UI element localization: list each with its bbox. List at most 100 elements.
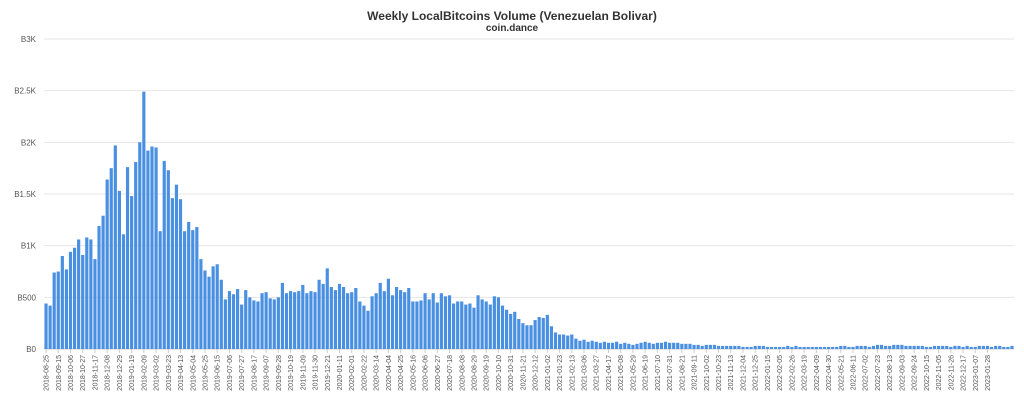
bar[interactable] <box>211 266 215 349</box>
bar[interactable] <box>89 239 93 349</box>
bar[interactable] <box>85 237 89 349</box>
bar[interactable] <box>488 304 492 349</box>
bar[interactable] <box>178 199 183 349</box>
bar[interactable] <box>688 343 692 349</box>
bar[interactable] <box>798 346 802 349</box>
bar[interactable] <box>639 342 643 349</box>
bar[interactable] <box>97 226 101 349</box>
bar[interactable] <box>871 345 875 349</box>
bar[interactable] <box>932 345 937 349</box>
bar[interactable] <box>855 345 859 349</box>
bar[interactable] <box>790 346 794 349</box>
bar[interactable] <box>863 345 867 349</box>
bar[interactable] <box>48 305 52 349</box>
bar[interactable] <box>354 288 358 349</box>
bar[interactable] <box>264 292 268 349</box>
bar[interactable] <box>659 342 664 349</box>
bar[interactable] <box>301 284 305 349</box>
bar[interactable] <box>643 341 647 349</box>
bar[interactable] <box>810 346 814 349</box>
bar[interactable] <box>268 298 272 349</box>
bar[interactable] <box>166 170 170 349</box>
bar[interactable] <box>77 239 81 349</box>
bar[interactable] <box>403 292 407 349</box>
bar[interactable] <box>663 341 668 349</box>
bar[interactable] <box>814 346 818 349</box>
bar[interactable] <box>965 345 969 349</box>
bar[interactable] <box>794 345 798 349</box>
bar[interactable] <box>468 303 472 349</box>
bar[interactable] <box>81 254 85 349</box>
bar[interactable] <box>818 346 822 349</box>
bar[interactable] <box>260 293 264 349</box>
bar[interactable] <box>240 304 244 349</box>
bar[interactable] <box>517 319 521 349</box>
bar[interactable] <box>623 342 627 349</box>
bar[interactable] <box>619 343 623 349</box>
bar[interactable] <box>183 231 187 349</box>
bar[interactable] <box>121 234 126 349</box>
bar[interactable] <box>879 344 884 349</box>
bar[interactable] <box>521 323 525 349</box>
bar[interactable] <box>615 341 619 349</box>
bar[interactable] <box>851 346 855 349</box>
bar[interactable] <box>553 332 558 349</box>
bar[interactable] <box>700 345 704 349</box>
bar[interactable] <box>773 346 778 349</box>
bar[interactable] <box>105 179 109 349</box>
bar[interactable] <box>602 341 606 349</box>
bar[interactable] <box>370 296 374 349</box>
bar[interactable] <box>582 339 586 349</box>
bar[interactable] <box>778 346 782 349</box>
bar[interactable] <box>549 326 554 349</box>
bar[interactable] <box>606 342 611 349</box>
bar[interactable] <box>835 346 839 349</box>
bar[interactable] <box>350 292 354 349</box>
bar[interactable] <box>655 342 659 349</box>
bar[interactable] <box>806 346 810 349</box>
bar[interactable] <box>1002 346 1006 349</box>
bar[interactable] <box>60 256 64 349</box>
bar[interactable] <box>998 345 1002 349</box>
bar[interactable] <box>378 282 382 349</box>
bar[interactable] <box>113 145 117 349</box>
bar[interactable] <box>953 345 957 349</box>
bar[interactable] <box>928 346 933 349</box>
bar[interactable] <box>305 293 309 349</box>
bar[interactable] <box>985 345 990 349</box>
bar[interactable] <box>207 276 211 349</box>
bar[interactable] <box>504 309 509 349</box>
bar[interactable] <box>672 342 676 349</box>
bar[interactable] <box>256 301 260 349</box>
bar[interactable] <box>195 227 199 349</box>
bar[interactable] <box>248 297 252 349</box>
bar[interactable] <box>529 325 533 349</box>
bar[interactable] <box>631 344 635 349</box>
bar[interactable] <box>134 161 138 349</box>
bar[interactable] <box>386 278 390 349</box>
bar[interactable] <box>280 282 285 349</box>
bar[interactable] <box>236 289 240 349</box>
bar[interactable] <box>867 346 871 349</box>
bar[interactable] <box>272 299 276 349</box>
bar[interactable] <box>93 259 97 349</box>
bar[interactable] <box>610 342 615 349</box>
bar[interactable] <box>733 345 737 349</box>
bar[interactable] <box>668 342 672 349</box>
bar[interactable] <box>72 247 77 349</box>
bar[interactable] <box>231 294 236 349</box>
bar[interactable] <box>769 346 774 349</box>
bar[interactable] <box>884 345 888 349</box>
bar[interactable] <box>484 301 488 349</box>
bar[interactable] <box>284 293 289 349</box>
bar[interactable] <box>138 142 142 349</box>
bar[interactable] <box>537 316 541 349</box>
bar[interactable] <box>957 345 961 349</box>
bar[interactable] <box>170 198 174 349</box>
bar[interactable] <box>904 345 908 349</box>
bar[interactable] <box>44 303 48 349</box>
bar[interactable] <box>496 297 501 349</box>
bar[interactable] <box>961 346 965 349</box>
bar[interactable] <box>994 345 998 349</box>
bar[interactable] <box>627 343 631 349</box>
